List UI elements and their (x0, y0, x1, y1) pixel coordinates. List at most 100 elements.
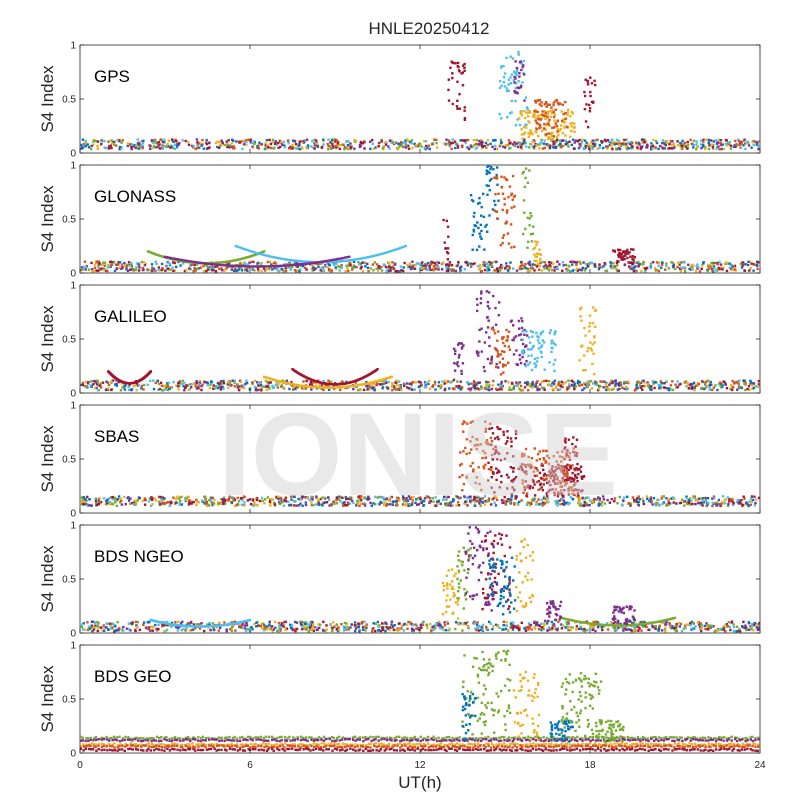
s4-point (351, 258, 355, 262)
s4-point (599, 503, 602, 506)
s4-point (204, 498, 207, 501)
s4-point (214, 387, 217, 390)
s4-point (212, 387, 215, 390)
s4-point (709, 380, 712, 384)
s4-point (208, 146, 211, 149)
panel-label: GPS (94, 67, 130, 86)
s4-point (543, 110, 546, 113)
s4-point (665, 380, 668, 383)
s4-point (610, 138, 614, 141)
s4-point (478, 142, 481, 146)
scatter-points (80, 290, 760, 392)
s4-point (489, 362, 492, 365)
s4-point (469, 194, 473, 197)
s4-point (402, 382, 406, 386)
s4-point (556, 119, 559, 122)
s4-point (410, 139, 414, 142)
s4-point (460, 386, 464, 389)
s4-point (498, 361, 501, 364)
s4-point (182, 262, 185, 265)
s4-point (88, 504, 91, 507)
s4-point (501, 192, 505, 195)
s4-point (407, 144, 410, 147)
s4-point (624, 142, 627, 146)
s4-point (604, 263, 607, 266)
s4-point (569, 496, 573, 499)
s4-point (366, 387, 370, 390)
s4-point (711, 388, 714, 392)
s4-point (593, 79, 596, 82)
s4-point (313, 147, 316, 150)
s4-point (477, 226, 480, 230)
s4-point (166, 384, 169, 387)
s4-point (253, 385, 257, 389)
s4-point (363, 147, 366, 150)
s4-point (700, 264, 704, 267)
s4-point (527, 115, 530, 118)
s4-point (501, 208, 504, 212)
s4-point (223, 264, 226, 267)
s4-point (528, 121, 531, 124)
s4-point (488, 189, 491, 192)
s4-point (559, 140, 562, 144)
s4-point (471, 263, 474, 266)
s4-point (93, 263, 97, 266)
s4-point (484, 499, 487, 503)
s4-point (322, 379, 325, 383)
s4-point (702, 262, 705, 265)
s4-point (355, 265, 358, 269)
s4-point (716, 261, 719, 265)
s4-point (387, 261, 390, 264)
s4-point (446, 225, 450, 228)
s4-point (520, 114, 524, 117)
s4-point (569, 270, 572, 273)
s4-point (722, 147, 725, 151)
s4-point (492, 168, 495, 171)
s4-point (676, 380, 679, 383)
s4-point (498, 144, 502, 148)
s4-point (341, 380, 344, 383)
s4-point (561, 139, 564, 142)
s4-point (95, 269, 98, 272)
s4-point (501, 241, 504, 245)
s4-point (308, 385, 311, 388)
s4-point (497, 383, 500, 386)
s4-point (285, 379, 289, 382)
s4-point (115, 498, 118, 501)
s4-point (413, 267, 417, 270)
s4-point (536, 387, 539, 390)
s4-point (594, 380, 597, 383)
s4-point (255, 498, 259, 501)
s4-point (462, 64, 465, 67)
s4-point (263, 375, 266, 378)
s4-point (311, 498, 314, 501)
s4-point (600, 504, 604, 507)
s4-point (365, 385, 368, 388)
s4-point (598, 384, 601, 388)
s4-point (444, 263, 448, 267)
s4-point (242, 257, 245, 260)
s4-point (400, 246, 404, 249)
s4-point (603, 502, 607, 505)
s4-point (535, 128, 538, 131)
s4-point (477, 354, 480, 357)
s4-point (512, 267, 515, 270)
s4-point (517, 53, 520, 56)
s4-point (460, 372, 463, 375)
s4-point (137, 384, 141, 387)
s4-point (711, 501, 714, 505)
s4-point (231, 496, 234, 500)
s4-point (523, 133, 526, 136)
s4-point (657, 261, 661, 265)
s4-point (215, 263, 218, 266)
s4-point (753, 263, 756, 266)
s4-point (546, 497, 550, 500)
s4-point (351, 266, 354, 269)
s4-point (525, 344, 528, 347)
s4-point (571, 122, 574, 125)
s4-point (406, 138, 409, 142)
s4-point (563, 126, 566, 129)
s4-point (255, 503, 259, 507)
s4-point (491, 208, 495, 211)
s4-point (341, 143, 344, 146)
